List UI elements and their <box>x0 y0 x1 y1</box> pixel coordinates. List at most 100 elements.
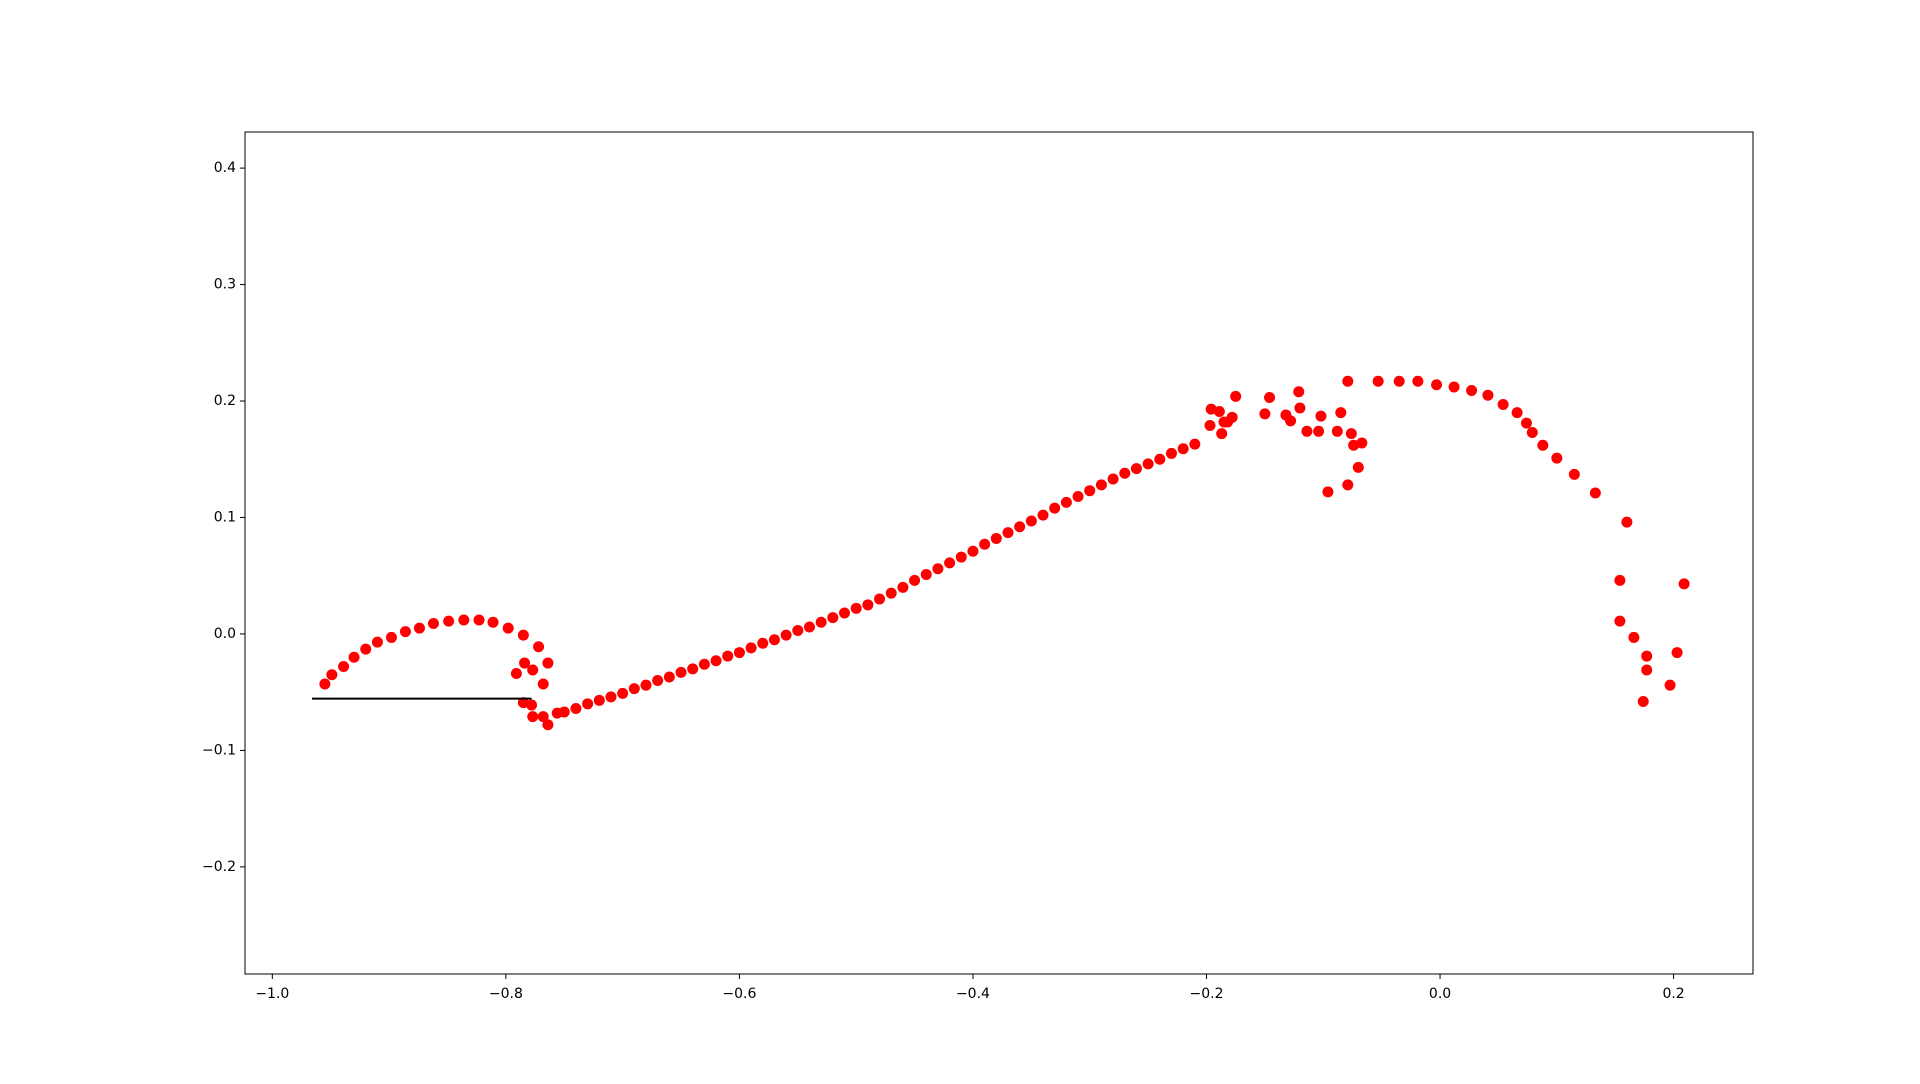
point <box>932 563 944 575</box>
point <box>1216 428 1228 440</box>
point <box>1372 375 1384 387</box>
y-tick-label: 0.3 <box>214 277 236 293</box>
point <box>1177 443 1189 455</box>
point <box>338 661 350 673</box>
point <box>663 671 675 683</box>
x-tick-label: −0.6 <box>722 986 756 1002</box>
point <box>827 612 839 624</box>
y-tick-label: −0.2 <box>202 859 236 875</box>
point <box>850 602 862 614</box>
point <box>1628 631 1640 643</box>
point <box>1264 392 1276 404</box>
point <box>537 678 549 690</box>
point <box>862 599 874 611</box>
point <box>348 651 360 663</box>
point <box>1315 410 1327 422</box>
point <box>1189 438 1201 450</box>
point <box>733 647 745 659</box>
point <box>792 624 804 636</box>
y-tick-label: 0.4 <box>214 160 236 176</box>
point <box>687 663 699 675</box>
point <box>1084 485 1096 497</box>
point <box>1431 379 1443 391</box>
point <box>1204 419 1216 431</box>
point <box>1049 502 1061 514</box>
point <box>698 658 710 670</box>
point <box>1322 486 1334 498</box>
point <box>1345 428 1357 440</box>
point <box>675 666 687 678</box>
point <box>1671 647 1683 659</box>
point <box>1025 515 1037 527</box>
point <box>1060 496 1072 508</box>
point <box>1520 417 1532 429</box>
point <box>1142 458 1154 470</box>
point <box>1614 574 1626 586</box>
point <box>652 675 664 687</box>
point <box>1589 487 1601 499</box>
point <box>1497 399 1509 411</box>
point <box>458 614 470 626</box>
point <box>1466 385 1478 397</box>
point <box>722 650 734 662</box>
point <box>510 668 522 680</box>
point <box>885 587 897 599</box>
point <box>427 617 439 629</box>
point <box>897 581 909 593</box>
point <box>1482 389 1494 401</box>
point <box>1230 390 1242 402</box>
point <box>1285 415 1297 427</box>
point <box>1356 437 1368 449</box>
plot-frame <box>244 131 1754 975</box>
point <box>385 631 397 643</box>
point <box>413 622 425 634</box>
point <box>1526 426 1538 438</box>
point <box>1342 479 1354 491</box>
point <box>1412 375 1424 387</box>
y-tick-label: 0.0 <box>214 626 236 642</box>
point <box>1095 479 1107 491</box>
point <box>526 699 538 711</box>
point <box>605 691 617 703</box>
point <box>1641 664 1653 676</box>
point <box>1637 695 1649 707</box>
point <box>326 669 338 681</box>
point <box>1072 491 1084 503</box>
y-tick-label: 0.2 <box>214 393 236 409</box>
point <box>990 532 1002 544</box>
point <box>1664 679 1676 691</box>
point <box>640 679 652 691</box>
point <box>979 538 991 550</box>
point <box>1511 407 1523 419</box>
point <box>920 569 932 581</box>
point <box>1002 527 1014 539</box>
point <box>1448 381 1460 393</box>
point <box>815 616 827 628</box>
point <box>1130 463 1142 475</box>
point <box>803 621 815 633</box>
point <box>1641 650 1653 662</box>
point <box>1393 375 1405 387</box>
point <box>371 636 383 648</box>
point <box>527 711 539 723</box>
point <box>874 593 886 605</box>
point <box>487 616 499 628</box>
x-tick-label: −0.4 <box>956 986 990 1002</box>
point <box>1331 425 1343 437</box>
point <box>1352 461 1364 473</box>
x-tick-label: 0.0 <box>1429 986 1451 1002</box>
point <box>517 629 529 641</box>
point <box>399 626 411 638</box>
point <box>443 615 455 627</box>
point <box>909 574 921 586</box>
point <box>1259 408 1271 420</box>
point <box>1293 386 1305 398</box>
point <box>780 629 792 641</box>
point <box>757 637 769 649</box>
point <box>1537 439 1549 451</box>
point <box>1568 468 1580 480</box>
point <box>1165 447 1177 459</box>
point <box>542 719 554 731</box>
point <box>967 545 979 557</box>
